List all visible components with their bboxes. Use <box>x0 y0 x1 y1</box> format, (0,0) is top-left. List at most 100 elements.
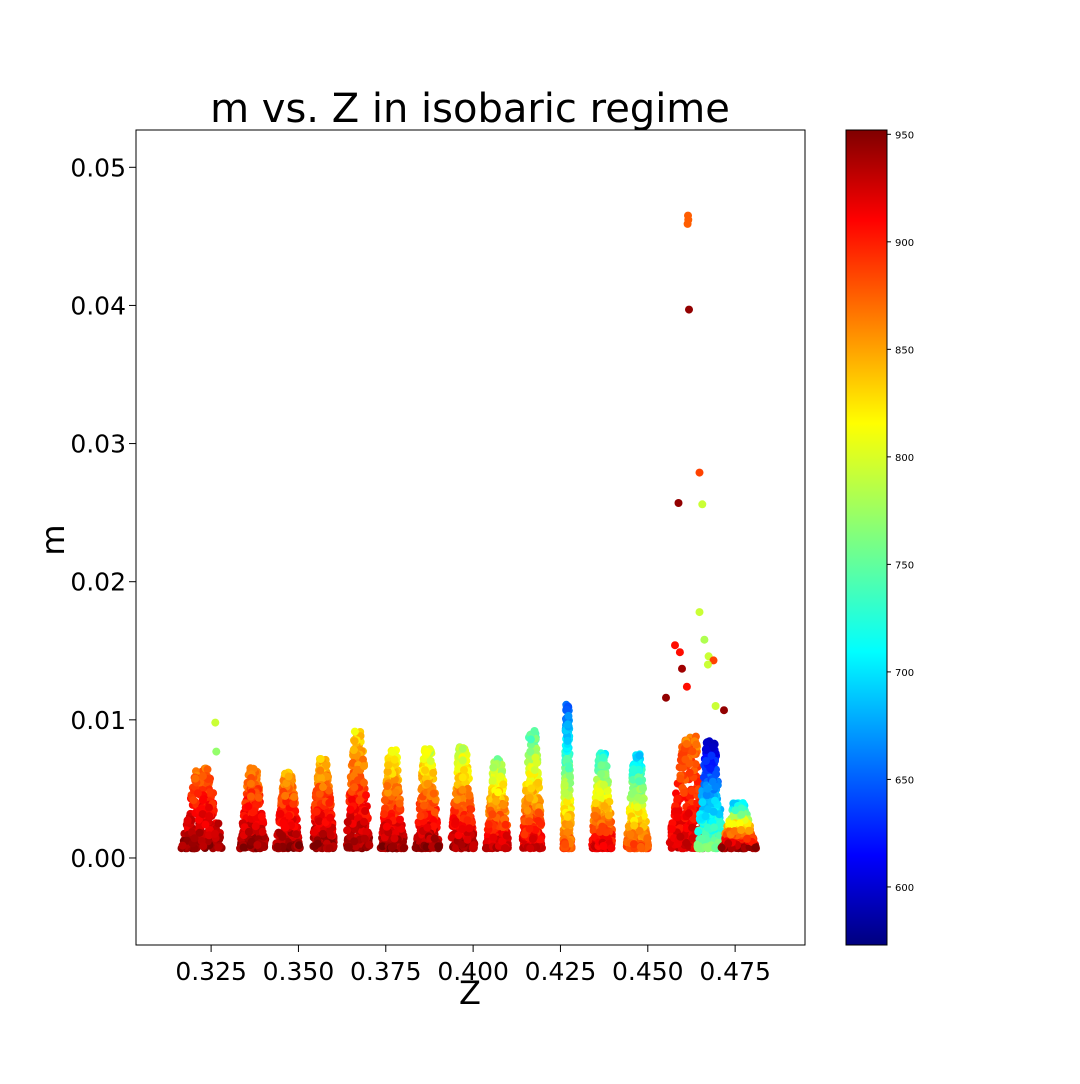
data-point-cluster-0 <box>205 804 213 812</box>
x-tick-label: 0.325 <box>175 957 247 986</box>
data-point-cluster-10 <box>566 772 574 780</box>
data-point-cluster-7 <box>459 756 467 764</box>
data-point-cluster-13 <box>689 747 697 755</box>
data-point-cluster-14 <box>694 828 702 836</box>
data-point-cluster-3 <box>316 767 324 775</box>
data-point-cluster-11 <box>600 781 608 789</box>
data-point-cluster-3 <box>317 774 325 782</box>
data-point-cluster-7 <box>465 792 473 800</box>
data-point-cluster-1 <box>240 844 248 852</box>
data-point-cluster-5 <box>388 748 396 756</box>
y-axis-label: m <box>34 524 72 555</box>
y-tick-label: 0.00 <box>70 844 126 873</box>
data-point-cluster-13 <box>673 813 681 821</box>
data-point-cluster-3 <box>316 790 324 798</box>
data-point-cluster-8 <box>502 821 510 829</box>
data-point-cluster-1 <box>255 794 263 802</box>
data-point-cluster-10 <box>564 720 572 728</box>
colorbar-tick-label: 900 <box>895 238 914 249</box>
data-point-cluster-2 <box>274 843 282 851</box>
data-point-cluster-3 <box>326 844 334 852</box>
data-point-cluster-6 <box>420 802 428 810</box>
data-point-cluster-14 <box>709 778 717 786</box>
data-point-cluster-8 <box>501 844 509 852</box>
data-point-cluster-7 <box>459 745 467 753</box>
data-point-cluster-11 <box>607 844 615 852</box>
data-point-cluster-8 <box>500 801 508 809</box>
data-point-cluster-15 <box>737 811 745 819</box>
data-point-cluster-9 <box>526 794 534 802</box>
data-point-cluster-0 <box>205 812 213 820</box>
data-point-outlier <box>685 306 693 314</box>
data-point-cluster-7 <box>460 766 468 774</box>
data-point-cluster-14 <box>702 757 710 765</box>
data-point-cluster-9 <box>526 825 534 833</box>
data-point-cluster-10 <box>563 755 571 763</box>
data-point-cluster-10 <box>564 712 572 720</box>
data-point-cluster-4 <box>360 779 368 787</box>
data-point-cluster-9 <box>523 807 531 815</box>
data-point-cluster-14 <box>704 844 712 852</box>
data-point-cluster-9 <box>537 820 545 828</box>
data-point-cluster-6 <box>429 769 437 777</box>
data-point-outlier <box>696 469 704 477</box>
data-point-cluster-5 <box>383 823 391 831</box>
data-point-cluster-15 <box>724 839 732 847</box>
data-point-cluster-8 <box>499 780 507 788</box>
data-point-outlier <box>678 665 686 673</box>
data-point-cluster-3 <box>319 830 327 838</box>
data-point-cluster-14 <box>702 745 710 753</box>
data-point-cluster-12 <box>635 777 643 785</box>
data-point-cluster-6 <box>431 835 439 843</box>
data-point-cluster-2 <box>290 793 298 801</box>
data-point-cluster-10 <box>565 765 573 773</box>
data-point-cluster-11 <box>599 842 607 850</box>
data-point-cluster-3 <box>314 840 322 848</box>
data-point-cluster-4 <box>353 766 361 774</box>
data-point-cluster-2 <box>285 812 293 820</box>
data-point-cluster-0 <box>201 821 209 829</box>
data-point-cluster-6 <box>427 757 435 765</box>
data-point-cluster-12 <box>633 803 641 811</box>
data-point-cluster-12 <box>639 785 647 793</box>
data-point-outlier <box>662 694 670 702</box>
data-point-outlier <box>700 636 708 644</box>
data-point-cluster-14 <box>710 808 718 816</box>
data-point-cluster-4 <box>343 826 351 834</box>
data-point-cluster-10 <box>561 781 569 789</box>
data-point-cluster-7 <box>470 841 478 849</box>
data-point-cluster-3 <box>325 799 333 807</box>
data-point-cluster-9 <box>529 835 537 843</box>
data-point-outlier <box>712 702 720 710</box>
data-point-outlier <box>684 220 692 228</box>
chart-title: m vs. Z in isobaric regime <box>210 86 730 132</box>
data-point-cluster-4 <box>361 807 369 815</box>
data-point-cluster-9 <box>526 844 534 852</box>
data-point-cluster-2 <box>276 810 284 818</box>
data-point-outlier <box>675 499 683 507</box>
data-point-cluster-1 <box>252 822 260 830</box>
data-point-cluster-5 <box>396 800 404 808</box>
data-point-outlier <box>720 706 728 714</box>
data-point-cluster-8 <box>488 810 496 818</box>
data-point-cluster-4 <box>351 728 359 736</box>
data-point-cluster-9 <box>533 759 541 767</box>
data-point-cluster-15 <box>718 844 726 852</box>
data-point-cluster-5 <box>381 796 389 804</box>
x-tick-label: 0.375 <box>350 957 422 986</box>
data-point-cluster-3 <box>310 828 318 836</box>
data-point-cluster-5 <box>391 835 399 843</box>
data-point-cluster-5 <box>388 844 396 852</box>
y-axis: 0.00 0.01 0.02 0.03 0.04 0.05 <box>70 153 136 873</box>
data-point-cluster-2 <box>285 773 293 781</box>
y-tick-label: 0.03 <box>70 430 126 459</box>
data-points <box>178 212 761 853</box>
data-point-cluster-13 <box>668 825 676 833</box>
data-point-outlier <box>683 683 691 691</box>
data-point-cluster-8 <box>496 773 504 781</box>
data-point-cluster-5 <box>391 756 399 764</box>
data-point-cluster-6 <box>417 812 425 820</box>
data-point-cluster-0 <box>191 834 199 842</box>
data-point-cluster-7 <box>465 824 473 832</box>
data-point-cluster-10 <box>565 821 573 829</box>
